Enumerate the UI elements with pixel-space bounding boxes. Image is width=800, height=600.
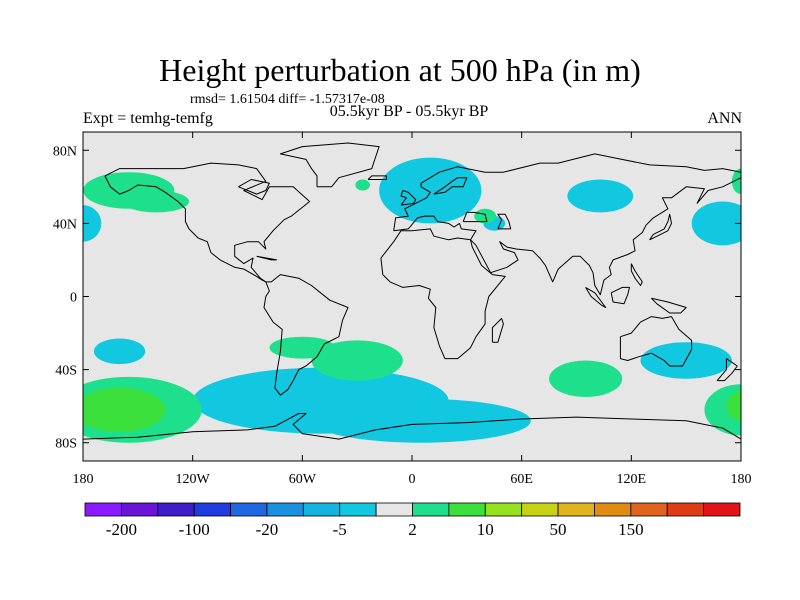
y-tick-label: 80S: [55, 437, 77, 452]
colorbar-label: -5: [333, 520, 347, 539]
colorbar-label: 150: [618, 520, 644, 539]
anomaly-region-north-america-west-positive: [123, 190, 190, 213]
anomaly-region-north-atlantic-europe-negative: [379, 157, 482, 224]
coastline-south-america: [263, 274, 349, 396]
colorbar-swatch: [375, 502, 413, 517]
coastline-antarctica: [83, 413, 741, 440]
anomaly-region-bering-positive: [731, 168, 741, 195]
coastline-new-guinea: [651, 297, 687, 314]
coastline-hudson-bay: [238, 179, 270, 195]
coastline-iceland: [367, 175, 387, 180]
colorbar-swatch: [594, 502, 632, 517]
anomaly-region-southwest-pacific-green-inner: [726, 391, 741, 421]
colorbar-swatch: [484, 502, 523, 517]
experiment-label: Expt = temhg-temfg: [83, 110, 213, 127]
colorbar-swatch: [339, 502, 377, 517]
colorbar-swatch: [302, 502, 341, 517]
colorbar-label: 10: [477, 520, 494, 539]
x-tick-label: 0: [409, 472, 416, 487]
coastline-australia: [619, 316, 693, 367]
colorbar-swatch: [666, 502, 705, 517]
colorbar-swatch: [630, 502, 668, 517]
map-axes: 180 120W 60W 0 60E 120E 180 80N 40N 0 40S 80S: [53, 132, 752, 487]
colorbar-swatch: [120, 502, 159, 517]
colorbar-label: 2: [408, 520, 417, 539]
anomaly-regions: [83, 157, 741, 443]
colorbar-swatch: [703, 502, 741, 517]
coastline-sumatra: [585, 286, 607, 308]
colorbar-swatch: [193, 502, 231, 517]
colorbar-swatch: [157, 502, 195, 517]
x-tick-label: 120E: [617, 472, 647, 487]
anomaly-region-north-pacific-west-negative: [83, 205, 102, 242]
coastline-europe-asia: [393, 153, 741, 296]
colorbar-swatch: [266, 502, 304, 517]
colorbar-label: -20: [256, 520, 279, 539]
x-tick-label: 120W: [176, 472, 211, 487]
x-tick-label: 60E: [510, 472, 533, 487]
anomaly-region-north-pacific-east-negative: [691, 201, 741, 246]
coastline-caspian-sea: [497, 213, 512, 230]
coastline-north-america: [104, 162, 311, 283]
x-tick-label: 180: [73, 472, 94, 487]
coastline-cuba: [256, 255, 278, 261]
season-label: ANN: [707, 110, 742, 127]
y-tick-label: 40S: [55, 364, 77, 379]
coastlines: [83, 142, 741, 440]
y-tick-label: 80N: [53, 144, 77, 159]
anomaly-region-south-atlantic-positive: [311, 340, 403, 381]
colorbar-label: -200: [106, 520, 137, 539]
period-subtitle: 05.5kyr BP - 05.5kyr BP: [329, 103, 489, 120]
anomaly-region-siberia-negative: [567, 179, 634, 213]
y-tick-label: 0: [70, 291, 77, 306]
coastline-borneo: [610, 286, 630, 305]
colorbar-swatch: [230, 502, 268, 517]
map-panel: [82, 131, 742, 462]
colorbar: -200 -100 -20 -5 2 10 50 150: [84, 502, 741, 539]
anomaly-region-iceland-positive: [355, 179, 370, 191]
colorbar-swatch: [448, 502, 486, 517]
chart-title: Height perturbation at 500 hPa (in m): [159, 52, 641, 88]
x-tick-label: 60W: [289, 472, 317, 487]
coastline-new-zealand: [716, 358, 738, 382]
colorbar-label: -100: [179, 520, 210, 539]
coastline-scandinavia-baltic: [433, 177, 468, 195]
y-tick-label: 40N: [53, 217, 77, 232]
colorbar-swatch: [412, 502, 450, 517]
coastline-madagascar: [491, 317, 504, 343]
anomaly-region-south-pacific-negative: [93, 338, 146, 365]
coastline-greenland: [279, 142, 380, 188]
colorbar-label: 50: [550, 520, 567, 539]
coastline-great-britain: [400, 190, 417, 206]
coastline-black-sea: [462, 211, 488, 223]
anomaly-region-australia-southeast-negative: [640, 342, 732, 379]
statistics-text: rmsd= 1.61504 diff= -1.57317e-08: [190, 92, 385, 107]
anomaly-region-south-pacific-green-inner: [83, 387, 166, 432]
x-tick-label: 180: [731, 472, 752, 487]
colorbar-swatch: [84, 502, 122, 517]
coastline-africa: [380, 228, 506, 360]
colorbar-swatch: [521, 502, 559, 517]
anomaly-region-south-indian-positive: [549, 360, 623, 398]
coastline-japan: [649, 213, 672, 241]
colorbar-swatch: [557, 502, 595, 517]
coastline-philippines: [630, 263, 643, 286]
